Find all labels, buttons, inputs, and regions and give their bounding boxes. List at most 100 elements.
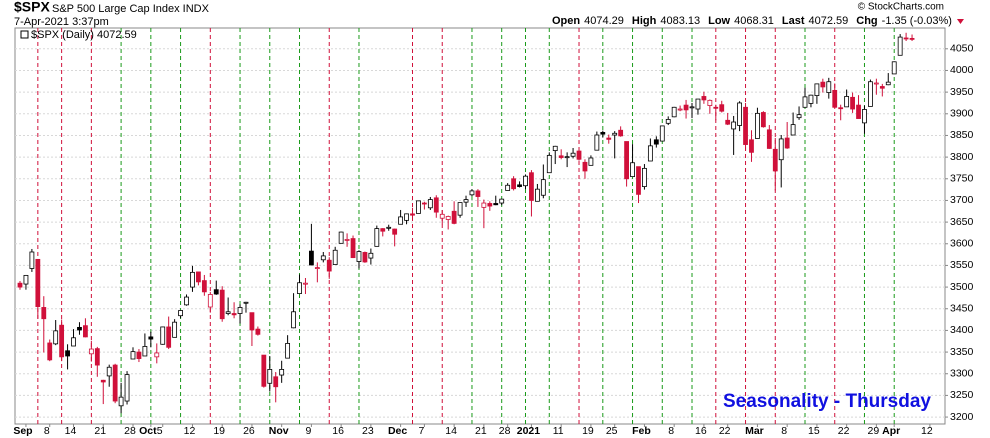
candle-body [481,202,487,208]
axes: 3200 3250 3300 3350 3400 3450 3500 3550 3600 3650… [13,43,973,437]
candle-body [653,139,659,145]
candle-body [213,289,219,295]
candle-body [219,289,225,320]
x-tick-label: 22 [719,425,731,437]
candles [17,32,915,414]
candle-body [303,282,308,285]
candle-body [201,280,207,293]
candle-body [475,190,481,197]
candle-body [231,313,237,316]
candle-body [344,239,350,241]
candle-body [285,343,291,359]
candle-body [523,175,528,187]
x-tick-label: 23 [362,425,374,437]
x-tick-label: 21 [94,425,106,437]
candle-body [820,81,826,88]
candle-body [439,213,445,219]
x-tick-label: 11 [553,425,564,437]
candle-body [350,238,356,259]
annotation: Seasonality - Thursday [723,391,931,412]
y-tick-label: 3250 [950,389,974,401]
x-tick-label: 9 [305,425,311,437]
candle-body [701,96,707,101]
candle-body [398,216,404,225]
candle-body [499,198,505,204]
candle-body [671,106,677,118]
candle-body [749,139,754,153]
candle-body [427,199,433,209]
candle-body [588,157,594,166]
candle-body [47,342,53,361]
credit: © StockCharts.com [858,2,944,13]
candle-body [172,321,178,338]
candle-body [677,108,683,111]
candle-body [255,328,261,335]
candle-body [297,282,302,294]
candle-body [404,213,409,221]
candle-body [689,106,695,109]
candle-body [130,351,136,360]
candle-body [267,369,273,384]
candle-body [374,228,380,247]
candle-body [844,96,850,108]
candle-body [196,271,201,283]
grid [15,48,945,418]
down-arrow [956,19,964,24]
candle-body [826,81,832,93]
x-tick-label: 29 [868,425,880,437]
candle-body [338,231,344,244]
y-tick-label: 3950 [950,86,974,98]
candle-body [279,369,285,376]
x-tick-label: 7 [418,425,424,437]
x-tick-label: 16 [332,425,344,437]
candle-body [642,167,647,187]
legend-swatch [20,30,29,39]
candle-body [326,259,332,272]
candle-body [136,351,142,359]
candle-body [309,250,314,266]
candle-body [778,138,784,161]
candle-body [683,104,689,111]
candle-body [249,312,255,331]
x-tick-label: 19 [213,425,225,437]
candle-body [796,114,802,119]
candle-body [707,99,713,106]
candle-body [540,179,546,196]
candle-body [594,134,600,151]
candle-body [261,354,267,387]
candle-body [891,61,897,75]
candle-body [606,137,612,140]
candle-body [832,89,838,108]
y-tick-label: 3650 [950,216,974,228]
plot-frame [14,27,946,425]
candle-body [755,112,760,139]
quote-label: Low [708,15,730,27]
candle-body [695,98,701,110]
quote-label: High [632,15,657,27]
x-tick-label: Sep [13,425,32,437]
candle-body [511,178,517,190]
candle-body [17,282,23,288]
x-tick-label: Apr [882,425,900,437]
candle-body [546,154,552,174]
candle-body [743,106,748,145]
y-tick-label: 3200 [950,411,974,423]
x-tick-label: 16 [695,425,707,437]
candle-body [725,119,731,125]
candle-body [237,307,243,314]
candle-body [207,294,213,308]
y-tick-label: 4050 [950,43,974,55]
quote-label: Chg [856,15,877,27]
y-tick-label: 3300 [950,368,974,380]
candle-body [59,324,65,358]
candle-body [83,325,88,338]
y-tick-label: 3750 [950,173,974,185]
y-tick-label: 3450 [950,303,974,315]
candle-body [445,216,451,220]
candle-body [802,96,808,108]
x-tick-label: 26 [243,425,255,437]
candle-body [552,145,558,152]
candle-body [53,330,59,345]
timestamp: 7-Apr-2021 3:37pm [14,16,109,28]
candle-body [356,251,362,262]
